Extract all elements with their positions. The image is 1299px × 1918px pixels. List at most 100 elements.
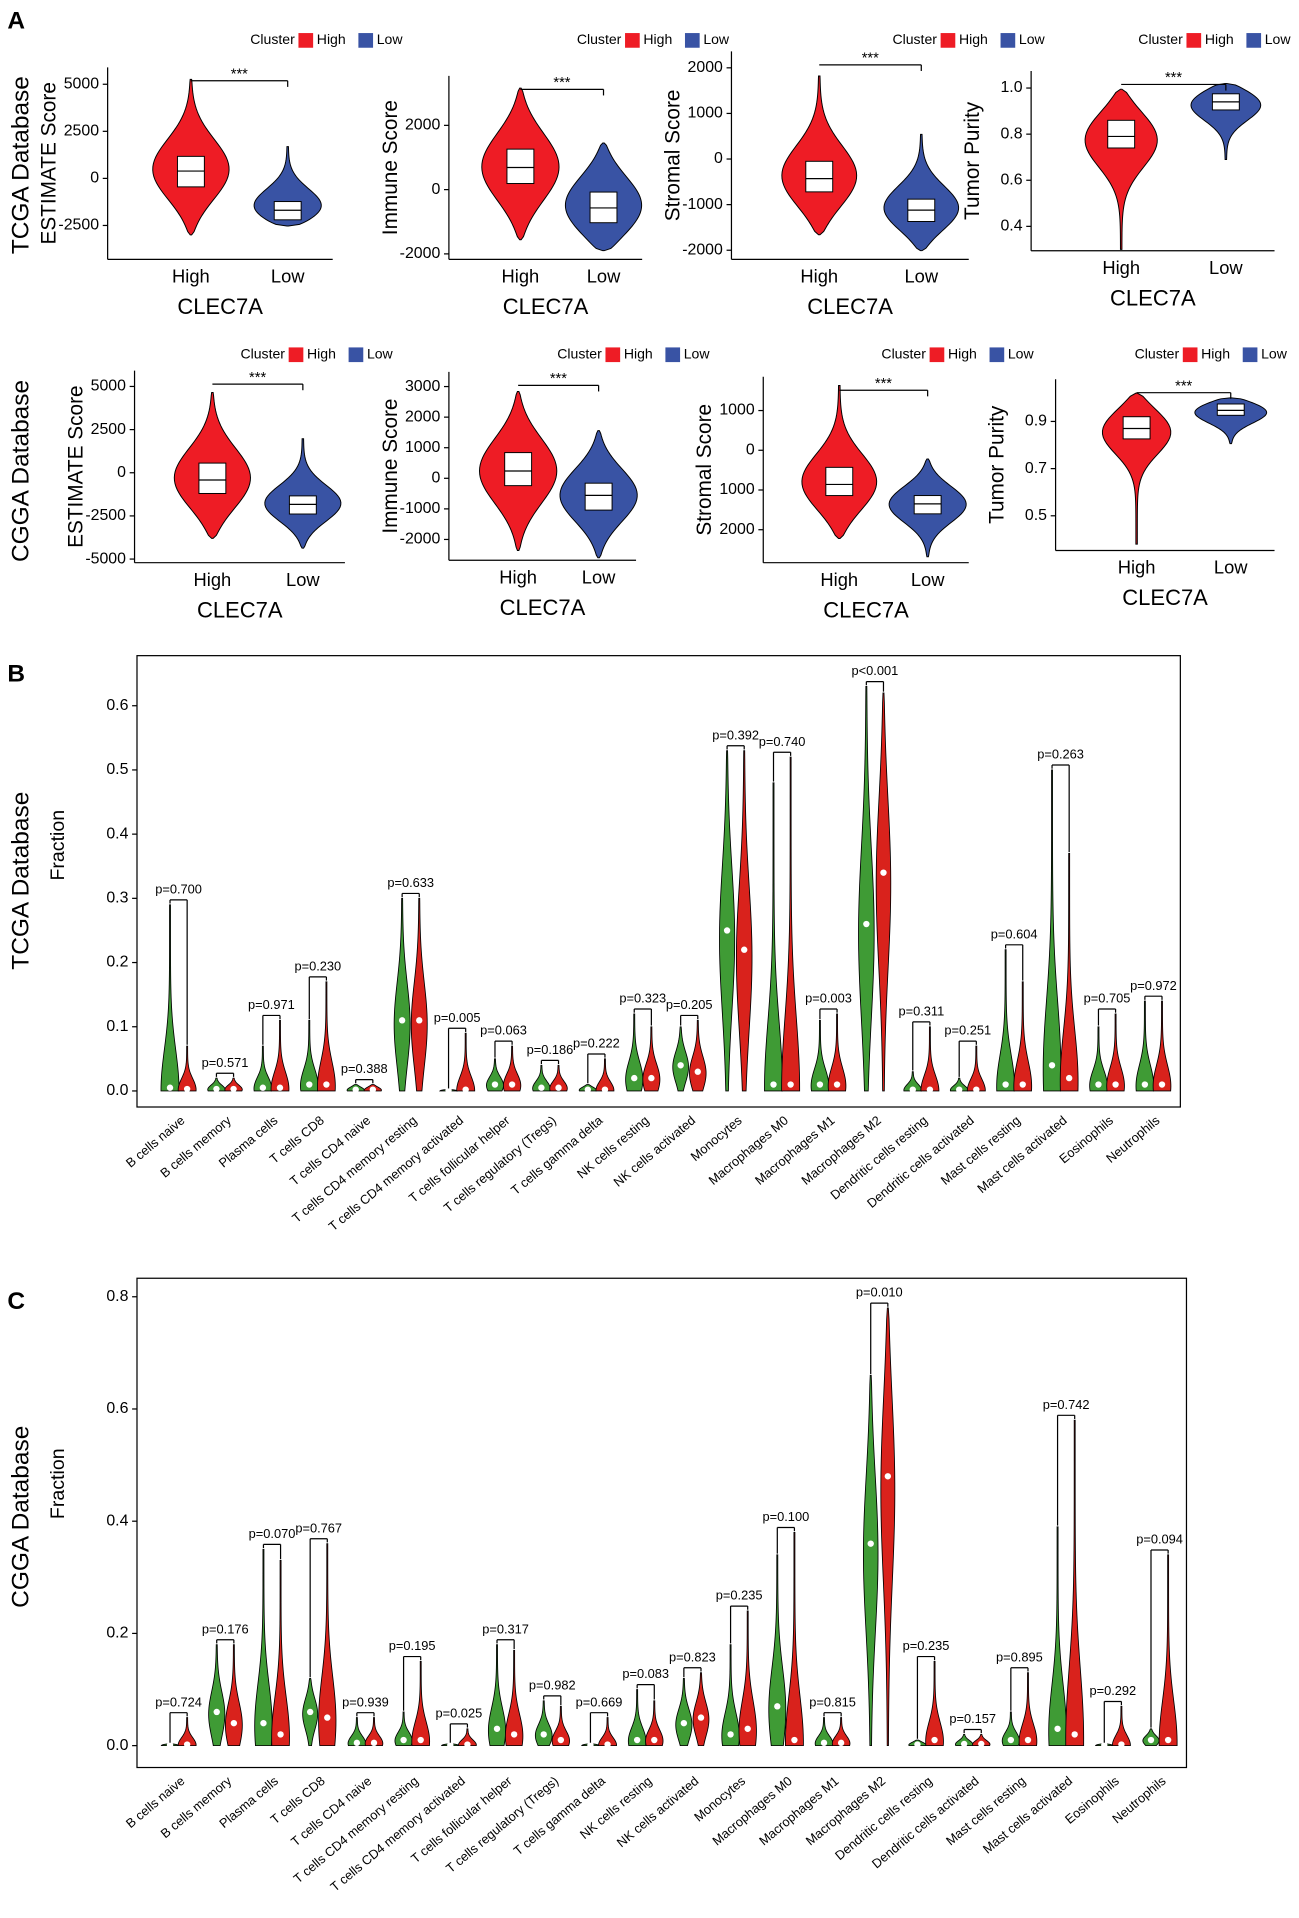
median-dot [538,1084,545,1091]
violin [1089,1026,1108,1092]
p-value: p=0.157 [949,1711,996,1726]
legend-label: High [1205,31,1234,47]
violin [801,385,878,539]
violin [364,1717,384,1747]
y-tick-label: 0 [117,464,126,481]
p-value: p=0.176 [202,1621,249,1636]
significance: *** [231,67,248,83]
violin [784,1531,804,1747]
y-tick-label: 1000 [405,439,441,456]
median-dot [601,1086,609,1093]
x-tick-label: High [800,266,838,287]
violin [1013,981,1033,1092]
violin [764,782,783,1092]
p-value: p=0.005 [434,1010,481,1025]
y-tick-label: 0 [431,469,440,486]
x-tick-label: High [194,569,232,590]
row-label: TCGA Database [7,76,34,254]
violin [814,1717,834,1747]
violin [858,686,875,1092]
median-dot [816,1081,824,1088]
violin [598,1717,617,1747]
y-tick-label: 0.1 [106,1018,128,1035]
violin [487,1644,507,1747]
violin [781,756,801,1092]
violin [627,1689,647,1747]
median-dot [557,1736,565,1744]
legend-title: Cluster [1135,345,1180,361]
p-value: p=0.235 [716,1588,763,1603]
violin [160,904,180,1092]
p-value: p=0.010 [856,1285,903,1300]
p-value: p=0.823 [669,1649,716,1664]
x-axis-label: CLEC7A [500,595,586,620]
x-tick-label: Low [271,266,305,287]
violin [1048,1526,1067,1747]
median-dot [352,1086,359,1093]
median-dot [555,1084,562,1091]
violin [625,1013,644,1092]
box [584,482,613,511]
violin [347,1717,367,1747]
y-axis-label: Immune Score [379,100,402,235]
legend-label: High [643,31,672,47]
y-tick-label: 2000 [719,521,755,538]
legend-title: Cluster [1138,31,1183,47]
median-dot [956,1086,963,1093]
legend-label: High [317,31,346,47]
box [506,148,535,185]
p-value: p=0.070 [249,1526,296,1541]
p-value: p=0.025 [435,1706,482,1721]
p-value: p=0.195 [389,1638,436,1653]
y-tick-label: 0 [431,181,440,198]
median-dot [633,1736,641,1744]
p-value: p=0.571 [202,1055,249,1070]
legend-swatch [665,347,681,363]
x-tick-label: Low [582,566,616,587]
median-dot [604,1741,611,1748]
median-dot [648,1074,655,1082]
y-tick-label: 0.0 [106,1082,128,1099]
x-tick-label: Mast cells resting [943,1773,1029,1848]
violin [862,1374,879,1747]
median-dot [1147,1736,1155,1744]
x-tick-label: High [172,266,210,287]
violin [925,1661,944,1747]
plot-frame [136,655,1181,1108]
median-dot [1071,1731,1078,1738]
violin [1194,397,1268,445]
median-dot [978,1740,985,1748]
violin [827,1013,847,1092]
violin [875,692,892,1092]
violin [177,1717,197,1747]
violin [271,1560,290,1747]
y-tick-label: 5000 [64,75,100,92]
y-axis-label: ESTIMATE Score [38,82,61,244]
panel-label: A [7,8,25,35]
median-dot [727,1731,734,1738]
legend-swatch [358,33,374,48]
violin [721,1644,740,1747]
p-value: p=0.100 [762,1509,809,1524]
violin [1065,1419,1085,1747]
p-value: p=0.003 [805,991,852,1006]
significance: *** [553,75,570,91]
p-value: p=0.292 [1089,1683,1136,1698]
median-dot [306,1081,313,1088]
y-tick-label: 0.6 [106,697,128,714]
median-dot [820,1739,828,1747]
median-dot [931,1736,938,1744]
significance: *** [249,370,266,386]
p-value: p<0.001 [852,663,899,678]
median-dot [770,1081,777,1088]
violin [504,1649,524,1747]
y-tick-label: 0 [746,441,755,458]
x-tick-label: Low [587,266,621,287]
legend-label: Low [367,345,394,361]
violin [719,750,736,1092]
p-value: p=0.311 [898,1003,944,1018]
x-tick-label: Low [286,569,320,590]
median-dot [230,1085,237,1093]
y-tick-label: 0 [714,150,723,167]
median-dot [398,1017,406,1024]
